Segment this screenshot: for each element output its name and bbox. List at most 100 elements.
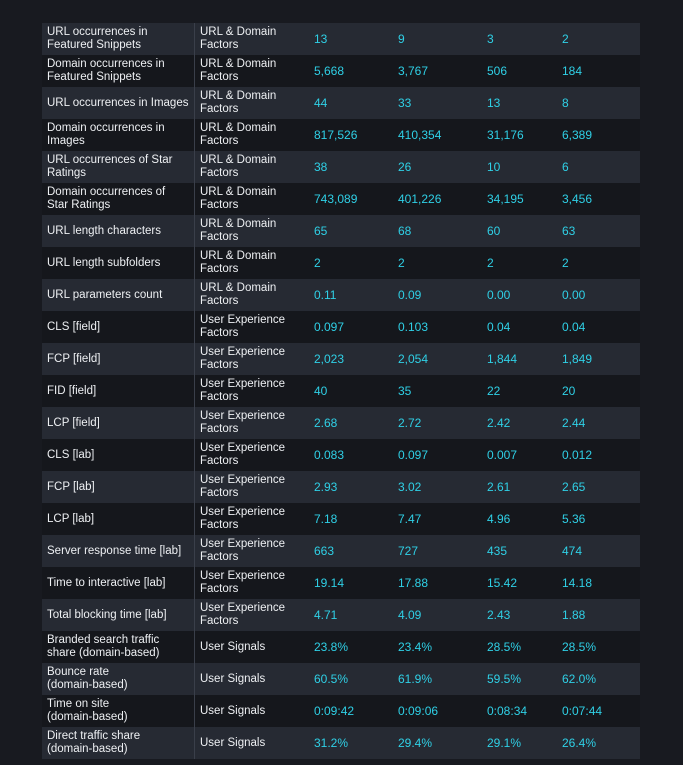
value-cell: 2 xyxy=(487,255,494,270)
value-cell: 13 xyxy=(314,31,328,46)
value-cell: 0.09 xyxy=(398,287,422,302)
value-cell: 0:09:06 xyxy=(398,703,439,718)
table-row: CLS [lab] User Experience Factors 0.083 0.09… xyxy=(42,439,640,471)
value-cell: 1,849 xyxy=(562,351,593,366)
table-row: Total blocking time [lab] User Experience… xyxy=(42,599,640,631)
value-cell: 663 xyxy=(314,543,335,558)
value-cell: 2,023 xyxy=(314,351,345,366)
value-cell: 435 xyxy=(487,543,508,558)
value-cell: 4.71 xyxy=(314,607,338,622)
factor-name: LCP [field] xyxy=(42,407,195,439)
factor-name: Branded search traffic share (domain-base… xyxy=(42,631,195,663)
value-cell: 3,456 xyxy=(562,191,593,206)
table-row: FCP [field] User Experience Factors 2,023 2,… xyxy=(42,343,640,375)
factor-group: User Experience Factors xyxy=(200,314,286,339)
factor-name: URL length subfolders xyxy=(42,247,195,279)
value-cell: 0:08:34 xyxy=(487,703,528,718)
value-cell: 506 xyxy=(487,63,508,78)
value-cell: 61.9% xyxy=(398,671,433,686)
factor-group: User Experience Factors xyxy=(200,602,286,627)
value-cell: 20 xyxy=(562,383,576,398)
value-cell: 65 xyxy=(314,223,328,238)
table-row: URL occurrences of Star Ratings URL & Doma… xyxy=(42,151,640,183)
value-cell: 2 xyxy=(314,255,321,270)
value-cell: 2.93 xyxy=(314,479,338,494)
factor-name: Total blocking time [lab] xyxy=(42,599,195,631)
value-cell: 60 xyxy=(487,223,501,238)
factor-name: CLS [lab] xyxy=(42,439,195,471)
table-row: URL occurrences in Images URL & Domain Fac… xyxy=(42,87,640,119)
factor-group: URL & Domain Factors xyxy=(200,26,277,51)
value-cell: 19.14 xyxy=(314,575,345,590)
table-row: FID [field] User Experience Factors 40 35 22 2… xyxy=(42,375,640,407)
factor-name: URL occurrences of Star Ratings xyxy=(42,151,195,183)
factor-name: URL length characters xyxy=(42,215,195,247)
value-cell: 60.5% xyxy=(314,671,349,686)
table-row: URL occurrences in Featured Snippets URL &… xyxy=(42,23,640,55)
table-row: Domain occurrences in Featured Snippets UR… xyxy=(42,55,640,87)
table-row: LCP [field] User Experience Factors 2.68 2.7… xyxy=(42,407,640,439)
factor-group: User Signals xyxy=(200,640,266,653)
value-cell: 0.04 xyxy=(562,319,586,334)
value-cell: 727 xyxy=(398,543,419,558)
factor-group: User Signals xyxy=(200,672,266,685)
factor-name: FCP [field] xyxy=(42,343,195,375)
value-cell: 2.42 xyxy=(487,415,511,430)
factor-group: URL & Domain Factors xyxy=(200,122,277,147)
value-cell: 0.083 xyxy=(314,447,345,462)
value-cell: 14.18 xyxy=(562,575,593,590)
value-cell: 6,389 xyxy=(562,127,593,142)
value-cell: 15.42 xyxy=(487,575,518,590)
value-cell: 0.007 xyxy=(487,447,518,462)
factor-group: User Signals xyxy=(200,736,266,749)
factor-name: URL occurrences in Featured Snippets xyxy=(42,23,195,55)
factor-group: User Experience Factors xyxy=(200,570,286,595)
factor-name: Domain occurrences of Star Ratings xyxy=(42,183,195,215)
table-row: Domain occurrences of Star Ratings URL & D… xyxy=(42,183,640,215)
value-cell: 35 xyxy=(398,383,412,398)
factor-group: User Signals xyxy=(200,704,266,717)
factor-name: Server response time [lab] xyxy=(42,535,195,567)
value-cell: 0.097 xyxy=(398,447,429,462)
value-cell: 28.5% xyxy=(487,639,522,654)
factor-name: FID [field] xyxy=(42,375,195,407)
factor-group: URL & Domain Factors xyxy=(200,282,277,307)
factor-group: URL & Domain Factors xyxy=(200,90,277,115)
value-cell: 0:07:44 xyxy=(562,703,603,718)
value-cell: 4.96 xyxy=(487,511,511,526)
value-cell: 7.47 xyxy=(398,511,422,526)
table-row: Direct traffic share (domain-based) User S… xyxy=(42,727,640,759)
value-cell: 68 xyxy=(398,223,412,238)
table-row: Time on site (domain-based) User Signals 0:… xyxy=(42,695,640,727)
factor-group: User Experience Factors xyxy=(200,474,286,499)
factor-group: URL & Domain Factors xyxy=(200,186,277,211)
value-cell: 34,195 xyxy=(487,191,524,206)
value-cell: 0.00 xyxy=(562,287,586,302)
factors-table: URL occurrences in Featured Snippets URL &… xyxy=(42,23,640,759)
value-cell: 2.65 xyxy=(562,479,586,494)
table-row: LCP [lab] User Experience Factors 7.18 7.47 4… xyxy=(42,503,640,535)
factor-name: Domain occurrences in Images xyxy=(42,119,195,151)
value-cell: 3.02 xyxy=(398,479,422,494)
factor-name: Time on site (domain-based) xyxy=(42,695,195,727)
value-cell: 23.8% xyxy=(314,639,349,654)
table-row: Branded search traffic share (domain-base… xyxy=(42,631,640,663)
table-row: URL length subfolders URL & Domain Factors… xyxy=(42,247,640,279)
value-cell: 0:09:42 xyxy=(314,703,355,718)
value-cell: 401,226 xyxy=(398,191,442,206)
value-cell: 410,354 xyxy=(398,127,442,142)
value-cell: 2 xyxy=(398,255,405,270)
value-cell: 10 xyxy=(487,159,501,174)
factor-group: User Experience Factors xyxy=(200,538,286,563)
value-cell: 63 xyxy=(562,223,576,238)
value-cell: 0.012 xyxy=(562,447,593,462)
factor-group: User Experience Factors xyxy=(200,442,286,467)
value-cell: 0.103 xyxy=(398,319,429,334)
factor-name: URL occurrences in Images xyxy=(42,87,195,119)
value-cell: 0.04 xyxy=(487,319,511,334)
table-row: Bounce rate (domain-based) User Signals 60.… xyxy=(42,663,640,695)
value-cell: 474 xyxy=(562,543,583,558)
value-cell: 2.68 xyxy=(314,415,338,430)
value-cell: 2 xyxy=(562,255,569,270)
value-cell: 59.5% xyxy=(487,671,522,686)
